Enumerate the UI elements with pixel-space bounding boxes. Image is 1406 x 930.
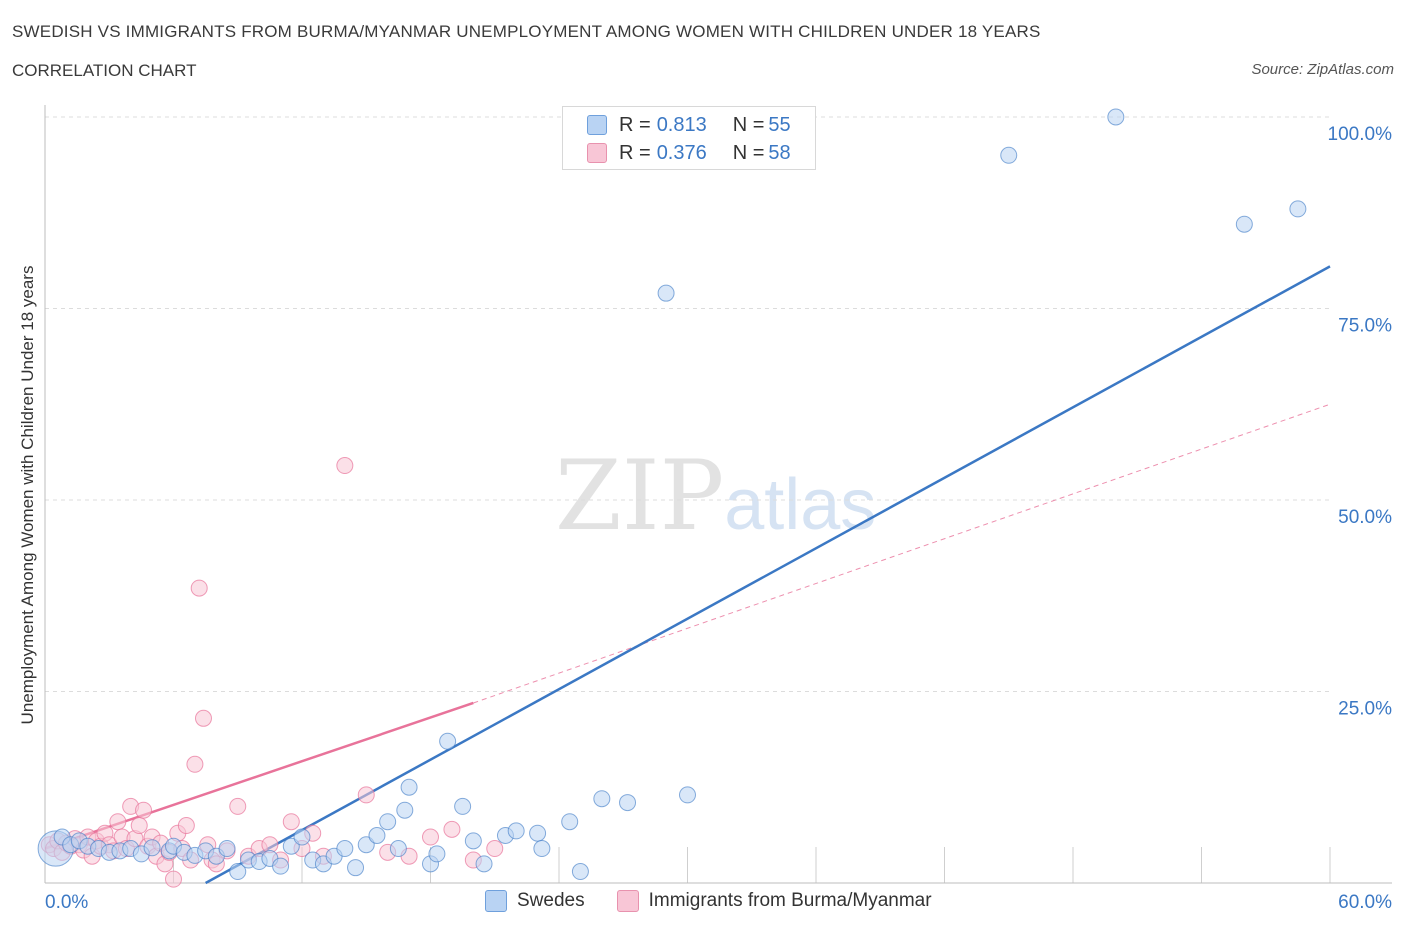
n-label: N = [732,113,765,136]
legend-row-swedes: R = 0.813 N = 55 [587,112,791,138]
burma-point [486,840,504,858]
r-label: R = [619,113,651,136]
burma-point [165,870,182,888]
burma-point [186,755,204,773]
x-tick-label-max: 60.0% [1338,892,1392,913]
series-swedes-points [37,108,1307,881]
watermark-atlas: atlas [724,465,877,545]
swedes-point [529,824,547,842]
swedes-point [347,859,365,877]
swedes-point [379,813,397,831]
burma-point [422,828,439,846]
swedes-point [593,790,611,808]
swedes-point [533,840,551,858]
axes [44,105,1392,884]
swedes-trend-line [205,265,1331,885]
r-label: R = [619,141,651,164]
burma-point [190,579,208,597]
swedes-point [218,840,236,858]
swedes-point [464,832,482,850]
tick-labels: 25.0% 50.0% 75.0% 100.0% 0.0% 60.0% [45,124,1392,913]
burma-point [443,820,461,838]
burma-trend-extension [473,403,1331,704]
burma-legend-swatch [616,890,639,912]
series-burma-points [40,457,504,888]
swedes-point [396,801,414,819]
swedes-point [475,855,493,873]
y-tick-label: 50.0% [1338,507,1392,528]
watermark: ZIPatlas [555,440,876,552]
swedes-point [293,828,311,846]
swedes-swatch [587,115,607,135]
chart-title: SWEDISH VS IMMIGRANTS FROM BURMA/MYANMAR… [12,22,1041,41]
swedes-point [389,840,407,858]
x-tick-label-min: 0.0% [45,892,88,913]
y-tick-label: 75.0% [1338,316,1392,337]
swedes-point [657,284,675,302]
n-value: 58 [768,141,791,164]
y-tick-label: 100.0% [1328,124,1393,145]
chart-subtitle: CORRELATION CHART [12,61,197,80]
swedes-point [454,797,472,815]
burma-point [194,709,212,727]
swedes-point [1235,215,1253,233]
swedes-legend-swatch [485,890,507,912]
source-credit: Source: ZipAtlas.com [1251,61,1394,78]
burma-point [177,817,195,835]
burma-swatch [587,143,607,163]
legend-label-swedes: Swedes [517,890,585,911]
watermark-zip: ZIP [555,440,725,552]
n-label: N = [732,141,765,164]
series-legend: Swedes Immigrants from Burma/Myanmar [485,890,964,912]
burma-point [130,817,148,835]
burma-point [229,797,247,815]
y-axis-label: Unemployment Among Women with Children U… [18,265,37,725]
swedes-point [1107,108,1125,126]
swedes-point [507,822,525,840]
legend-row-burma: R = 0.376 N = 58 [587,140,791,166]
swedes-point [229,863,247,881]
swedes-point [439,732,457,750]
legend-item-swedes[interactable]: Swedes [485,890,585,912]
stats-legend: R = 0.813 N = 55 R = 0.376 N = 58 [562,106,816,170]
burma-point [282,813,300,831]
swedes-point [571,863,589,881]
n-value: 55 [768,113,791,136]
swedes-point [428,845,446,863]
burma-point [357,786,375,804]
swedes-point [400,778,418,796]
r-value: 0.376 [656,141,707,164]
swedes-point [679,786,696,804]
swedes-point [143,839,161,857]
swedes-point [619,794,637,812]
burma-point [109,813,127,831]
r-value: 0.813 [656,113,707,136]
burma-point [336,457,354,475]
gridlines [45,116,1331,883]
swedes-point [368,827,386,845]
legend-label-burma: Immigrants from Burma/Myanmar [648,890,932,911]
swedes-point [1000,146,1018,164]
legend-item-burma[interactable]: Immigrants from Burma/Myanmar [616,890,932,912]
swedes-point [336,840,354,858]
burma-point [135,801,153,819]
y-tick-label: 25.0% [1338,699,1392,720]
swedes-point [1289,200,1307,218]
swedes-point [272,857,290,875]
swedes-point [561,813,579,831]
